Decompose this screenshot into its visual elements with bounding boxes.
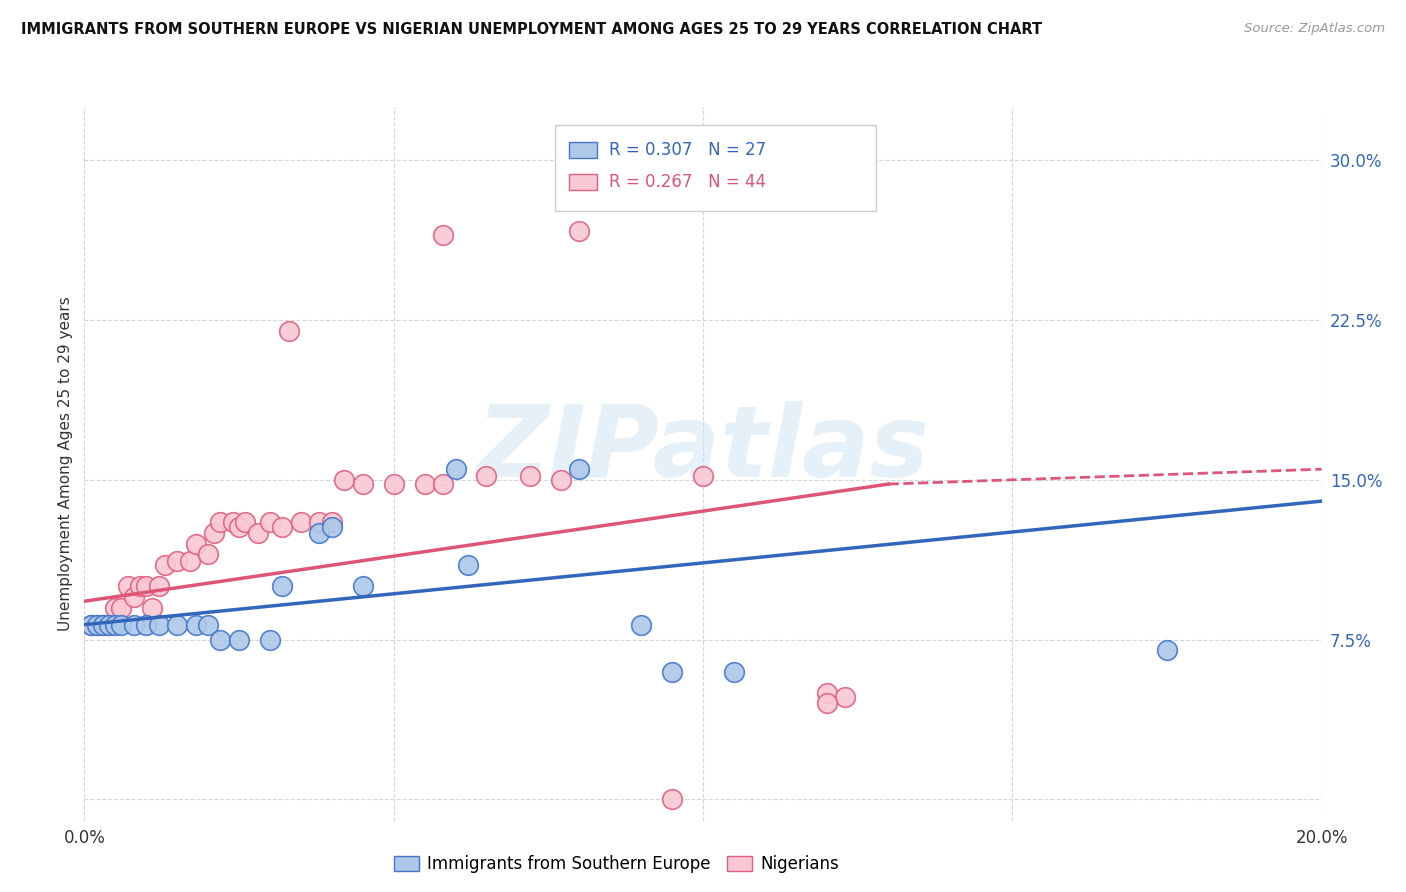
Point: [815, 697, 838, 711]
Point: [352, 579, 374, 593]
Point: [122, 590, 145, 604]
Text: IMMIGRANTS FROM SOUTHERN EUROPE VS NIGERIAN UNEMPLOYMENT AMONG AGES 25 TO 29 YEA: IMMIGRANTS FROM SOUTHERN EUROPE VS NIGER…: [21, 22, 1042, 37]
Point: [277, 324, 299, 338]
Point: [209, 632, 232, 647]
Text: R = 0.267   N = 44: R = 0.267 N = 44: [609, 173, 766, 191]
Point: [104, 600, 127, 615]
Point: [271, 579, 294, 593]
Point: [815, 686, 838, 700]
Point: [148, 617, 170, 632]
Point: [98, 617, 121, 632]
Point: [308, 526, 330, 541]
Point: [86, 617, 108, 632]
Point: [321, 519, 343, 533]
Point: [122, 617, 145, 632]
Y-axis label: Unemployment Among Ages 25 to 29 years: Unemployment Among Ages 25 to 29 years: [58, 296, 73, 632]
Point: [444, 462, 467, 476]
Point: [166, 617, 188, 632]
Point: [661, 792, 683, 806]
Point: [550, 473, 572, 487]
Point: [1156, 643, 1178, 657]
Point: [79, 617, 101, 632]
Point: [117, 579, 139, 593]
Point: [259, 632, 281, 647]
Point: [222, 516, 245, 530]
Point: [202, 526, 225, 541]
Point: [475, 468, 498, 483]
Point: [233, 516, 256, 530]
Point: [197, 547, 219, 561]
Text: ZIPatlas: ZIPatlas: [477, 401, 929, 498]
Point: [135, 617, 157, 632]
Point: [209, 516, 232, 530]
Point: [834, 690, 856, 704]
Point: [457, 558, 479, 572]
Point: [352, 477, 374, 491]
Point: [197, 617, 219, 632]
Point: [228, 632, 250, 647]
Point: [432, 227, 454, 242]
Point: [179, 554, 201, 568]
Point: [259, 516, 281, 530]
Point: [661, 665, 683, 679]
Point: [86, 617, 108, 632]
Point: [166, 554, 188, 568]
Point: [148, 579, 170, 593]
Point: [141, 600, 163, 615]
Point: [246, 526, 269, 541]
Point: [308, 516, 330, 530]
Point: [129, 579, 152, 593]
Point: [692, 468, 714, 483]
Point: [228, 519, 250, 533]
Point: [519, 468, 541, 483]
Point: [110, 600, 132, 615]
Text: R = 0.307   N = 27: R = 0.307 N = 27: [609, 141, 766, 159]
FancyBboxPatch shape: [554, 125, 876, 211]
Point: [91, 617, 114, 632]
Point: [153, 558, 176, 572]
Point: [333, 473, 356, 487]
Point: [723, 665, 745, 679]
Point: [98, 617, 121, 632]
Point: [568, 462, 591, 476]
Point: [568, 224, 591, 238]
Point: [432, 477, 454, 491]
Point: [413, 477, 436, 491]
Point: [184, 617, 207, 632]
Point: [104, 617, 127, 632]
Point: [630, 617, 652, 632]
Point: [785, 157, 807, 171]
Point: [91, 617, 114, 632]
Point: [110, 617, 132, 632]
FancyBboxPatch shape: [569, 174, 596, 190]
Point: [290, 516, 312, 530]
Point: [184, 537, 207, 551]
Point: [271, 519, 294, 533]
Point: [382, 477, 405, 491]
Text: Source: ZipAtlas.com: Source: ZipAtlas.com: [1244, 22, 1385, 36]
Point: [79, 617, 101, 632]
Point: [135, 579, 157, 593]
FancyBboxPatch shape: [569, 142, 596, 158]
Point: [321, 516, 343, 530]
Legend: Immigrants from Southern Europe, Nigerians: Immigrants from Southern Europe, Nigeria…: [387, 849, 846, 880]
